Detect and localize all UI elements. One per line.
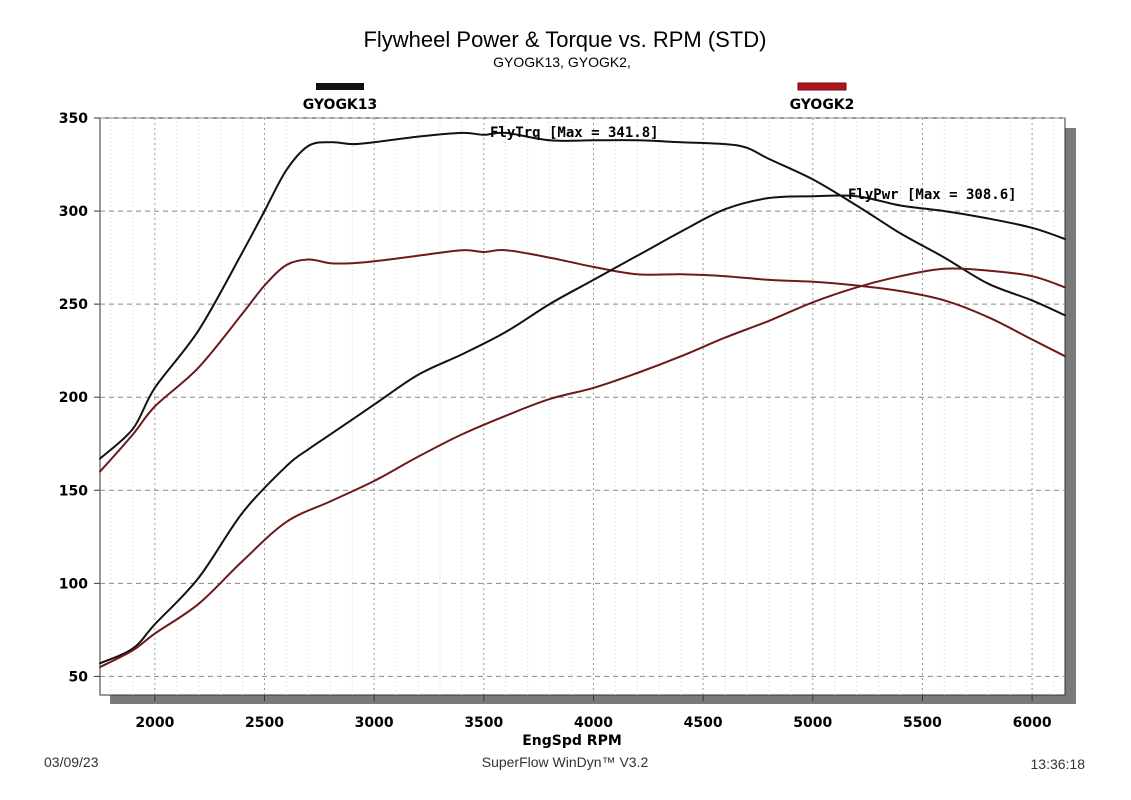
y-tick-label: 250 bbox=[59, 297, 88, 313]
x-tick-label: 4500 bbox=[684, 715, 723, 731]
chart-subtitle: GYOGK13, GYOGK2, bbox=[493, 54, 631, 70]
y-tick-label: 100 bbox=[59, 576, 88, 592]
series-line-gyogk2-flypwr bbox=[99, 267, 1066, 669]
x-tick-label: 2000 bbox=[135, 715, 174, 731]
x-tick-label: 5500 bbox=[903, 715, 942, 731]
x-tick-label: 5000 bbox=[793, 715, 832, 731]
series-line-gyogk2-flytrq bbox=[99, 248, 1066, 473]
footer-software: SuperFlow WinDyn™ V3.2 bbox=[482, 754, 649, 770]
footer-date: 03/09/23 bbox=[44, 754, 99, 770]
plot-shadow bbox=[1063, 128, 1076, 704]
y-tick-label: 150 bbox=[59, 483, 88, 499]
series-group bbox=[99, 131, 1066, 669]
grid bbox=[100, 117, 1065, 695]
legend-label-gyogk13: GYOGK13 bbox=[303, 97, 378, 113]
y-tick-label: 300 bbox=[59, 204, 88, 220]
footer-time: 13:36:18 bbox=[1031, 756, 1086, 772]
x-tick-label: 3000 bbox=[355, 715, 394, 731]
x-axis-ticks: 2000 2500 3000 3500 4000 4500 5000 5500 6000 bbox=[135, 695, 1052, 731]
series-line-gyogk13-flytrq bbox=[99, 131, 1066, 460]
y-tick-label: 200 bbox=[59, 390, 88, 406]
plot-area bbox=[99, 117, 1066, 696]
legend-swatch-gyogk13 bbox=[316, 83, 364, 90]
y-tick-label: 50 bbox=[69, 669, 89, 685]
legend-swatch-gyogk2 bbox=[797, 82, 847, 91]
chart-title: Flywheel Power & Torque vs. RPM (STD) bbox=[363, 27, 766, 52]
series-line-gyogk13-flypwr bbox=[99, 194, 1066, 665]
legend-label-gyogk2: GYOGK2 bbox=[790, 97, 855, 113]
x-tick-label: 6000 bbox=[1013, 715, 1052, 731]
power-max-annotation: FlyPwr [Max = 308.6] bbox=[848, 187, 1017, 203]
x-tick-label: 3500 bbox=[464, 715, 503, 731]
y-axis-ticks: 50 100 150 200 250 300 350 bbox=[59, 111, 100, 685]
x-axis-title: EngSpd RPM bbox=[522, 733, 622, 749]
x-tick-label: 4000 bbox=[574, 715, 613, 731]
x-tick-label: 2500 bbox=[245, 715, 284, 731]
y-tick-label: 350 bbox=[59, 111, 88, 127]
torque-max-annotation: FlyTrq [Max = 341.8] bbox=[490, 125, 659, 141]
